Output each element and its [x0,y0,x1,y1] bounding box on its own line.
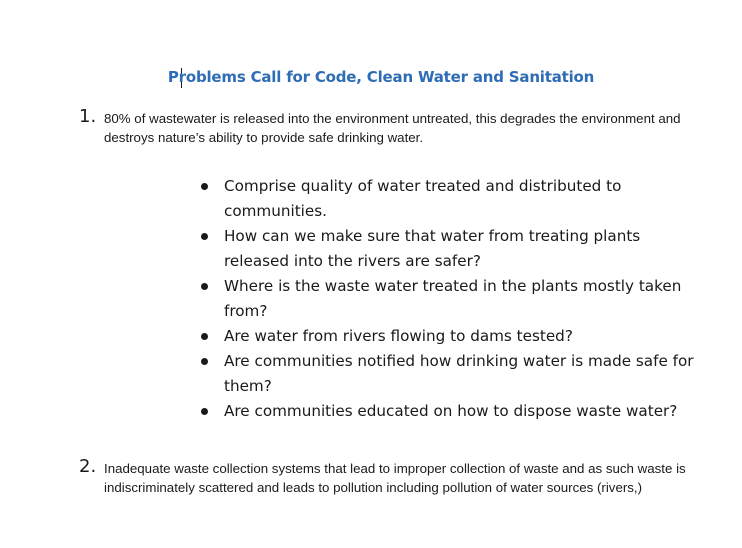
bullet-item: Are water from rivers flowing to dams te… [198,324,698,349]
bullet-text: Where is the waste water treated in the … [224,277,682,320]
bullet-dot-icon [201,283,208,290]
bullet-dot-icon [201,408,208,415]
bullet-item: Comprise quality of water treated and di… [198,174,698,224]
item-text-2: Inadequate waste collection systems that… [104,461,686,495]
bullet-text: Comprise quality of water treated and di… [224,177,622,220]
bullet-item: How can we make sure that water from tre… [198,224,698,274]
bullet-text: Are communities notified how drinking wa… [224,352,694,395]
item-text-1: 80% of wastewater is released into the e… [104,111,681,145]
bullet-dot-icon [201,333,208,340]
bullet-text: Are water from rivers flowing to dams te… [224,327,573,345]
bullet-item: Where is the waste water treated in the … [198,274,698,324]
bullet-list: Comprise quality of water treated and di… [198,174,698,424]
bullet-dot-icon [201,183,208,190]
bullet-text: How can we make sure that water from tre… [224,227,641,270]
bullet-item: Are communities notified how drinking wa… [198,349,698,399]
bullet-item: Are communities educated on how to dispo… [198,399,698,424]
item-number-2: 2. [79,456,97,477]
bullet-dot-icon [201,233,208,240]
item-number-1: 1. [79,106,97,127]
bullet-text: Are communities educated on how to dispo… [224,402,678,420]
text-cursor [181,68,182,88]
bullet-dot-icon [201,358,208,365]
document-title: Problems Call for Code, Clean Water and … [167,68,595,86]
